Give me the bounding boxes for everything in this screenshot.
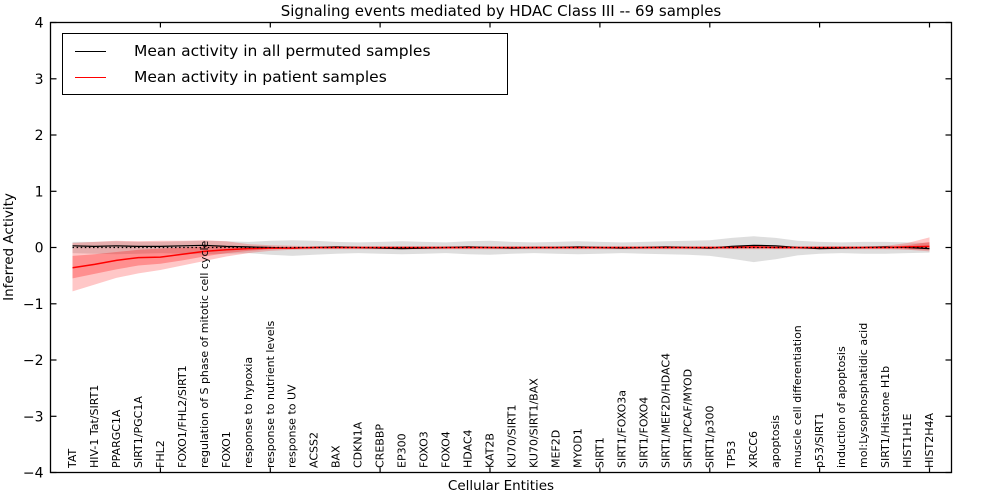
entity-tick-label: TAT (66, 448, 79, 469)
legend: Mean activity in all permuted samples Me… (62, 33, 508, 95)
entity-tick-label: muscle cell differentiation (791, 325, 804, 468)
entity-tick-label: PPARGC1A (110, 409, 123, 468)
entity-tick-label: SIRT1/Histone H1b (879, 366, 892, 468)
entity-tick-label: response to UV (286, 384, 299, 468)
legend-item-permuted: Mean activity in all permuted samples (75, 42, 507, 60)
entity-tick-label: KAT2B (484, 433, 497, 468)
entity-tick-label: TP53 (725, 441, 738, 469)
entity-tick-label: ACSS2 (308, 432, 321, 468)
chart-title: Signaling events mediated by HDAC Class … (280, 2, 722, 20)
entity-tick-label: XRCC6 (747, 431, 760, 468)
entity-tick-label: FOXO4 (440, 431, 453, 468)
entity-tick-label: apoptosis (769, 415, 782, 468)
entity-tick-label: HIST2H4A (923, 413, 936, 468)
entity-tick-label: HIV-1 Tat/SIRT1 (88, 385, 101, 468)
legend-label: Mean activity in all permuted samples (134, 42, 431, 60)
entity-tick-label: CREBBP (374, 424, 387, 468)
y-tick-label: −2 (23, 353, 44, 369)
confidence-band (72, 236, 930, 263)
y-tick-label: 1 (35, 184, 44, 200)
y-tick-label: 4 (35, 16, 44, 32)
entity-tick-label: KU70/SIRT1/BAX (528, 378, 541, 468)
entity-tick-label: SIRT1/p300 (703, 406, 716, 468)
entity-tick-label: CDKN1A (352, 421, 365, 468)
y-tick-label: −1 (23, 297, 44, 313)
entity-tick-label: FOXO1 (220, 431, 233, 468)
y-tick-label: −4 (23, 466, 44, 482)
y-tick-label: 0 (35, 241, 44, 257)
entity-tick-label: FOXO3 (418, 431, 431, 468)
entity-tick-label: p53/SIRT1 (813, 413, 826, 468)
entity-tick-label: response to nutrient levels (264, 320, 277, 468)
entity-tick-label: response to hypoxia (242, 357, 255, 468)
entity-tick-label: SIRT1 (593, 437, 606, 468)
entity-tick-label: SIRT1/FOXO4 (637, 397, 650, 468)
entity-tick-label: mol:Lysophosphatidic acid (857, 323, 870, 468)
entity-tick-label: FOXO1/FHL2/SIRT1 (176, 365, 189, 468)
entity-tick-label: regulation of S phase of mitotic cell cy… (198, 240, 211, 468)
entity-tick-label: induction of apoptosis (835, 346, 848, 468)
entity-tick-label: FHL2 (154, 440, 167, 468)
entity-tick-label: SIRT1/FOXO3a (615, 390, 628, 468)
entity-tick-label: SIRT1/MEF2D/HDAC4 (659, 353, 672, 468)
x-axis-label: Cellular Entities (447, 478, 555, 494)
y-axis-label: Inferred Activity (1, 193, 17, 301)
entity-tick-label: HIST1H1E (901, 414, 914, 468)
entity-tick-label: BAX (330, 445, 343, 468)
legend-item-patient: Mean activity in patient samples (75, 68, 507, 86)
legend-label: Mean activity in patient samples (134, 68, 387, 86)
entity-tick-label: EP300 (396, 433, 409, 468)
entity-tick-label: KU70/SIRT1 (506, 405, 519, 468)
y-tick-label: 3 (35, 72, 44, 88)
entity-tick-label: MEF2D (549, 430, 562, 468)
entity-tick-label: MYOD1 (571, 428, 584, 468)
y-tick-label: −3 (23, 409, 44, 425)
entity-tick-label: SIRT1/PCAF/MYOD (681, 369, 694, 468)
red-line-swatch-icon (75, 76, 106, 78)
entity-tick-label: HDAC4 (462, 429, 475, 468)
entity-tick-label: SIRT1/PGC1A (132, 396, 145, 468)
black-line-swatch-icon (75, 50, 106, 52)
y-tick-label: 2 (35, 128, 44, 144)
